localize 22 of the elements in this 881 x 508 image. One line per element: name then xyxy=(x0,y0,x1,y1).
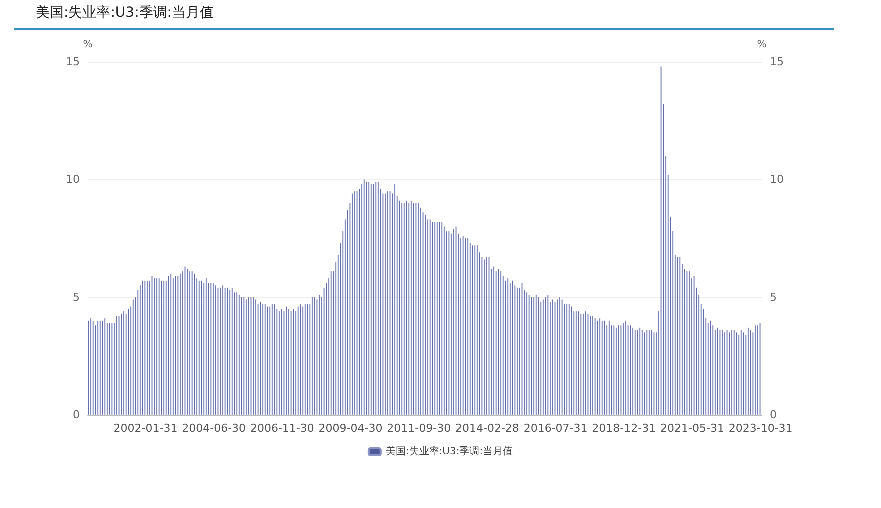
x-tick-label: 2009-04-30 xyxy=(318,422,383,435)
x-tick-label: 2018-12-31 xyxy=(592,422,656,435)
x-tick-label: 2011-09-30 xyxy=(387,422,452,435)
y2-tick-label: 15 xyxy=(770,56,784,68)
y-tick-label: 15 xyxy=(66,56,80,68)
y-tick-label: 0 xyxy=(73,408,80,422)
x-tick-label: 2023-10-31 xyxy=(728,422,793,435)
y2-axis-title: % xyxy=(757,40,767,50)
y2-tick-label: 10 xyxy=(770,173,784,186)
x-tick-label: 2016-07-31 xyxy=(524,422,588,435)
legend-label: 美国:失业率:U3:季调:当月值 xyxy=(386,446,514,458)
y2-tick-label: 5 xyxy=(770,290,777,304)
y-tick-label: 5 xyxy=(73,290,80,304)
y2-tick-label: 0 xyxy=(770,408,777,422)
x-tick-label: 2002-01-31 xyxy=(114,422,178,435)
y-tick-label: 10 xyxy=(66,173,80,186)
x-tick-label: 2021-05-31 xyxy=(660,422,724,435)
y-axis-title: % xyxy=(83,40,93,50)
x-tick-label: 2014-02-28 xyxy=(455,422,520,435)
x-tick-label: 2004-06-30 xyxy=(182,422,246,435)
x-tick-label: 2006-11-30 xyxy=(250,422,314,435)
chart-title: 美国:失业率:U3:季调:当月值 xyxy=(36,4,214,22)
